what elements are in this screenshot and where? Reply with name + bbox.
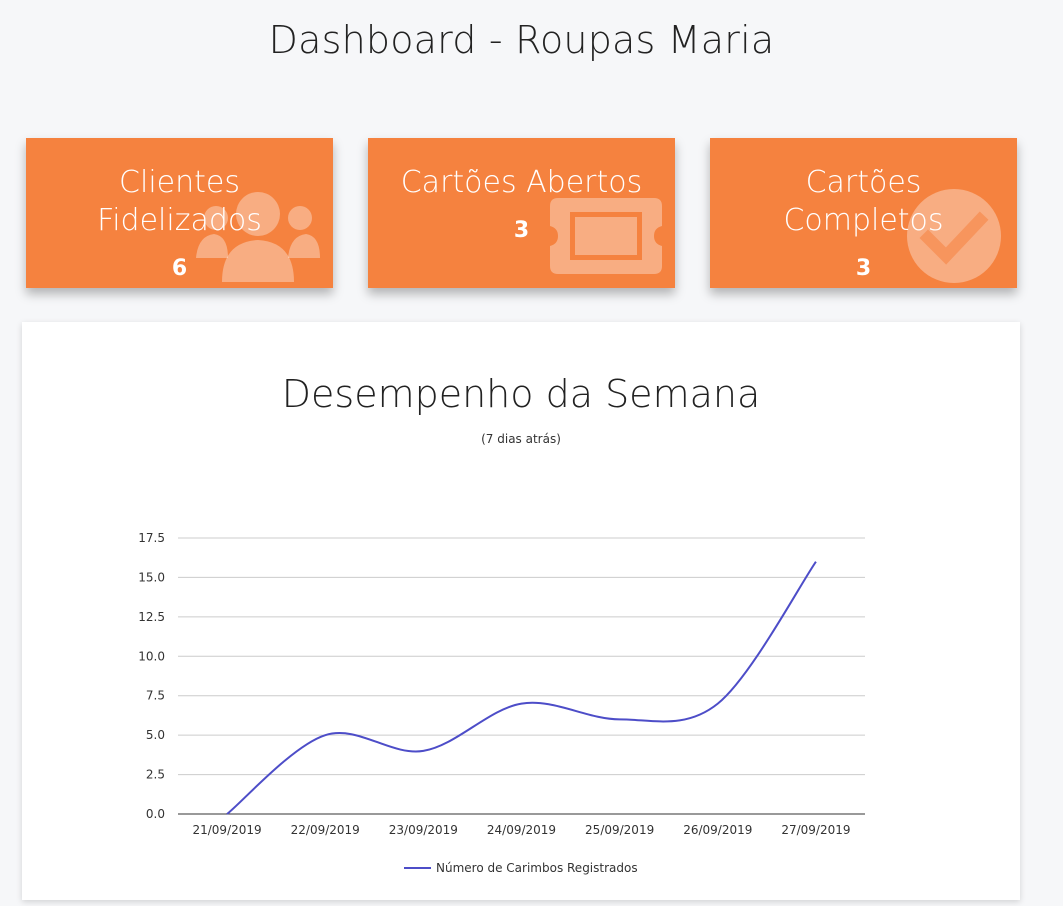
- y-tick-label: 7.5: [146, 689, 165, 703]
- legend-label: Número de Carimbos Registrados: [436, 861, 638, 875]
- y-tick-label: 2.5: [146, 768, 165, 782]
- card-label: Cartões Completos: [783, 165, 944, 238]
- line-chart: 0.0 2.5 5.0 7.5 10.0 12.5 15.0 17.5 21/09/2019 22…: [138, 531, 865, 875]
- chart-subtitle: (7 dias atrás): [481, 432, 561, 446]
- card-value: 3: [513, 218, 530, 243]
- card-clientes-fidelizados[interactable]: Clientes Fidelizados 6: [26, 138, 333, 288]
- y-tick-label: 15.0: [138, 570, 165, 584]
- ticket-icon: [550, 198, 662, 274]
- x-tick-label: 23/09/2019: [389, 823, 458, 837]
- series-line: [226, 561, 817, 815]
- x-tick-label: 24/09/2019: [487, 823, 556, 837]
- y-tick-label: 5.0: [146, 728, 165, 742]
- chart-panel: Desempenho da Semana (7 dias atrás) 0.0 2…: [22, 322, 1020, 900]
- card-cartoes-abertos[interactable]: Cartões Abertos 3: [368, 138, 675, 288]
- x-tick-label: 22/09/2019: [291, 823, 360, 837]
- card-value: 3: [855, 256, 872, 281]
- card-label: Cartões Abertos: [400, 165, 643, 200]
- y-tick-label: 17.5: [138, 531, 165, 545]
- card-cartoes-completos[interactable]: Cartões Completos 3: [710, 138, 1017, 288]
- x-tick-label: 21/09/2019: [192, 823, 261, 837]
- card-value: 6: [171, 256, 188, 281]
- x-tick-label: 27/09/2019: [781, 823, 850, 837]
- x-tick-label: 25/09/2019: [585, 823, 654, 837]
- y-tick-label: 0.0: [146, 807, 165, 821]
- users-icon: [196, 192, 320, 282]
- y-tick-label: 10.0: [138, 649, 165, 663]
- chart-title: Desempenho da Semana: [281, 372, 761, 416]
- x-tick-label: 26/09/2019: [683, 823, 752, 837]
- check-circle-icon: [907, 189, 1001, 283]
- y-tick-label: 12.5: [138, 610, 165, 624]
- page-title: Dashboard - Roupas Maria: [268, 18, 775, 62]
- card-label: Clientes Fidelizados: [97, 165, 262, 238]
